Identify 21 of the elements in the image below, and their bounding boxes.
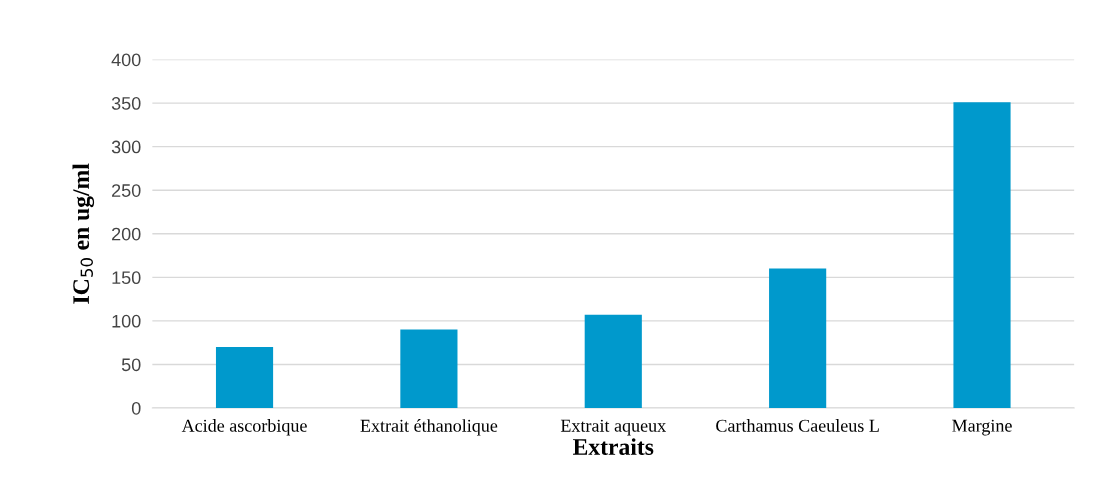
y-tick-label: 100 xyxy=(112,314,141,328)
y-tick-label: 400 xyxy=(111,53,141,67)
y-tick-label: 0 xyxy=(131,401,141,415)
y-tick-label: 200 xyxy=(112,227,141,241)
y-tick-label: 350 xyxy=(111,97,141,110)
x-tick-label: Acide ascorbique xyxy=(181,419,307,436)
bar xyxy=(215,347,274,409)
bar xyxy=(769,268,827,409)
bar xyxy=(584,314,642,409)
y-tick-label: 250 xyxy=(112,184,141,197)
x-axis-title: Extraits xyxy=(573,438,654,455)
y-tick-label: 300 xyxy=(111,140,141,154)
x-tick-label: Extrait aqueux xyxy=(560,419,666,436)
y-axis-title: IC$_{50}$ en ug/ml xyxy=(72,163,95,304)
bar xyxy=(400,329,458,409)
x-tick-label: Extrait éthanolique xyxy=(360,419,498,436)
x-tick-label: Carthamus Caeuleus L xyxy=(716,419,879,432)
y-tick-label: 150 xyxy=(112,271,141,285)
y-tick-label: 50 xyxy=(121,358,141,372)
x-tick-label: Margine xyxy=(952,419,1012,436)
bar xyxy=(953,102,1011,409)
